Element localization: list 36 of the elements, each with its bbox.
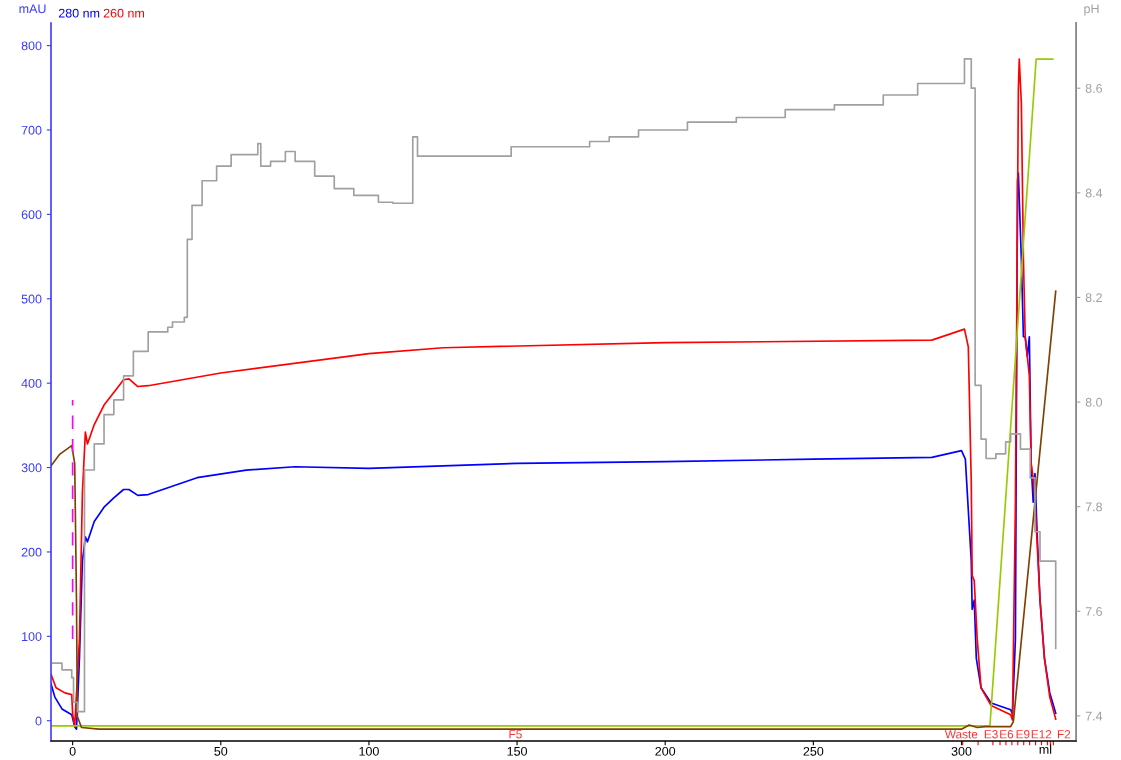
y2-tick-label: 7.6: [1085, 607, 1103, 616]
y-tick-label: 600: [21, 210, 42, 220]
annotation: Waste: [944, 730, 978, 739]
annotation: E12: [1031, 730, 1052, 739]
x-tick-label: 0: [69, 746, 76, 756]
x-tick-label: 200: [655, 746, 676, 756]
text: 280 nm: [58, 8, 100, 18]
y-tick-label: 100: [22, 632, 42, 641]
x-tick-label: 250: [803, 746, 824, 756]
y2-tick-label: 8.4: [1085, 188, 1103, 198]
annotation: E9: [1016, 730, 1030, 739]
line-series: [51, 290, 1057, 731]
y2-tick-label: 7.4: [1085, 711, 1103, 721]
annotation: E3: [984, 730, 998, 739]
annotation: F2: [1057, 730, 1071, 739]
text: 260 nm: [103, 8, 144, 18]
y2-tick-label: 8.6: [1085, 83, 1103, 93]
y-tick-label: 800: [21, 41, 42, 51]
x-tick-label: 100: [359, 746, 379, 756]
x-tick-label: 150: [507, 746, 528, 756]
x-axis-title: ml: [1039, 744, 1052, 754]
x-tick-label: 300: [951, 746, 972, 756]
x-tick-label: 50: [214, 746, 228, 756]
annotation: E6: [1000, 730, 1014, 739]
y2-tick-label: 8.2: [1085, 293, 1102, 303]
y2-tick-label: 7.8: [1085, 502, 1103, 512]
y-axis-title: mAU: [19, 4, 46, 14]
annotation: F5: [509, 730, 522, 739]
y-tick-label: 400: [21, 378, 42, 388]
y-tick-label: 200: [21, 547, 42, 557]
y-tick-label: 500: [21, 294, 42, 304]
y-tick-label: 0: [35, 716, 42, 726]
y-tick-label: 700: [21, 125, 42, 135]
y2-tick-label: 8.0: [1085, 397, 1103, 407]
y2-axis-title: pH: [1084, 4, 1099, 16]
y-tick-label: 300: [21, 463, 42, 473]
